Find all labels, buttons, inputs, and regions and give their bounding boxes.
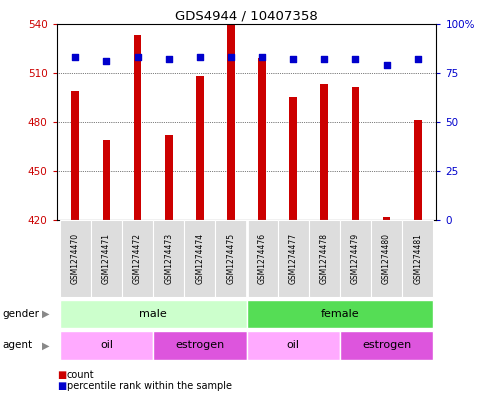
Text: GSM1274479: GSM1274479: [351, 233, 360, 284]
Bar: [71, 91, 79, 220]
Point: [320, 56, 328, 62]
Bar: [246, 300, 433, 328]
Text: GSM1274471: GSM1274471: [102, 233, 111, 284]
Bar: [309, 220, 340, 297]
Text: GSM1274473: GSM1274473: [164, 233, 173, 284]
Bar: [196, 76, 204, 220]
Point: [383, 62, 390, 68]
Bar: [60, 331, 153, 360]
Point: [196, 54, 204, 60]
Text: GSM1274470: GSM1274470: [71, 233, 80, 284]
Text: GDS4944 / 10407358: GDS4944 / 10407358: [175, 10, 318, 23]
Text: GSM1274481: GSM1274481: [413, 233, 422, 284]
Text: ■: ■: [57, 381, 66, 391]
Text: count: count: [67, 370, 94, 380]
Text: GSM1274480: GSM1274480: [382, 233, 391, 284]
Bar: [122, 220, 153, 297]
Bar: [258, 58, 266, 220]
Text: male: male: [140, 309, 167, 319]
Text: estrogen: estrogen: [175, 340, 224, 351]
Text: female: female: [320, 309, 359, 319]
Bar: [215, 220, 246, 297]
Bar: [278, 220, 309, 297]
Bar: [103, 140, 110, 220]
Bar: [165, 135, 173, 220]
Bar: [153, 220, 184, 297]
Bar: [246, 331, 340, 360]
Text: oil: oil: [286, 340, 300, 351]
Bar: [134, 35, 141, 220]
Bar: [153, 331, 246, 360]
Bar: [246, 220, 278, 297]
Bar: [414, 120, 422, 220]
Point: [134, 54, 141, 60]
Text: GSM1274472: GSM1274472: [133, 233, 142, 284]
Point: [289, 56, 297, 62]
Bar: [340, 220, 371, 297]
Text: ▶: ▶: [41, 309, 49, 319]
Text: GSM1274475: GSM1274475: [226, 233, 236, 284]
Text: agent: agent: [2, 340, 33, 351]
Bar: [402, 220, 433, 297]
Bar: [60, 300, 246, 328]
Point: [258, 54, 266, 60]
Text: percentile rank within the sample: percentile rank within the sample: [67, 381, 232, 391]
Bar: [60, 220, 91, 297]
Bar: [340, 331, 433, 360]
Bar: [371, 220, 402, 297]
Bar: [289, 97, 297, 220]
Bar: [383, 217, 390, 220]
Text: oil: oil: [100, 340, 113, 351]
Text: GSM1274476: GSM1274476: [257, 233, 267, 284]
Bar: [352, 88, 359, 220]
Text: gender: gender: [2, 309, 39, 319]
Text: ▶: ▶: [41, 340, 49, 351]
Bar: [91, 220, 122, 297]
Bar: [320, 84, 328, 220]
Point: [414, 56, 422, 62]
Text: GSM1274477: GSM1274477: [289, 233, 298, 284]
Text: ■: ■: [57, 370, 66, 380]
Text: GSM1274474: GSM1274474: [195, 233, 204, 284]
Text: estrogen: estrogen: [362, 340, 411, 351]
Bar: [227, 24, 235, 220]
Point: [352, 56, 359, 62]
Point: [103, 58, 110, 64]
Point: [71, 54, 79, 60]
Bar: [184, 220, 215, 297]
Point: [165, 56, 173, 62]
Point: [227, 54, 235, 60]
Text: GSM1274478: GSM1274478: [320, 233, 329, 284]
